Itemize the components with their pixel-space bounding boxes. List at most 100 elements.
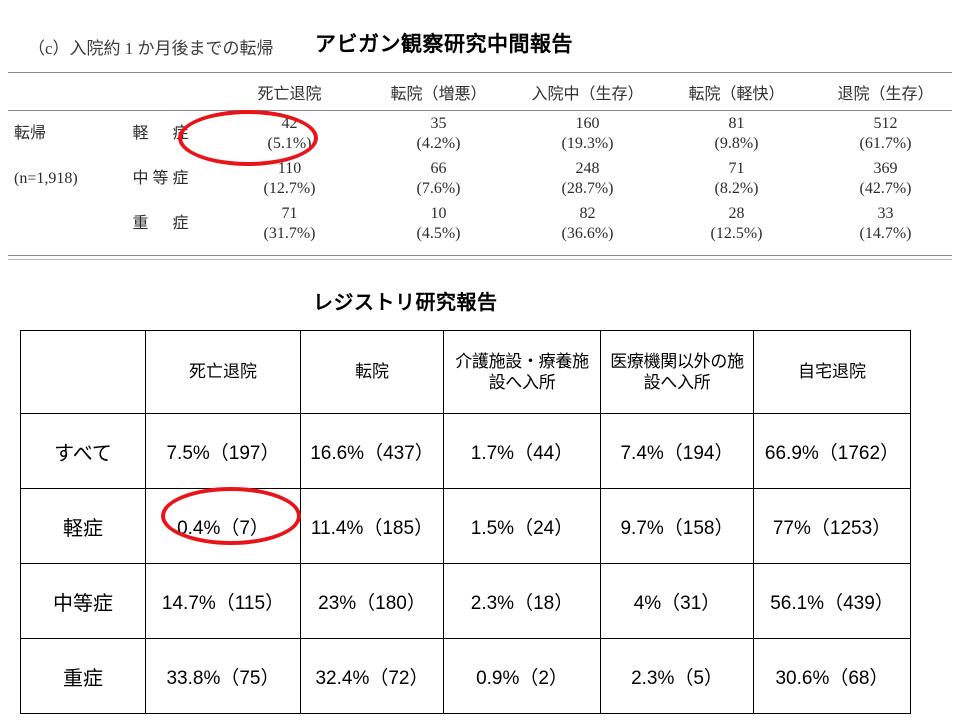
cell-percent: (61.7%): [859, 135, 912, 153]
cell-mild-transfer-worsened: 35 (4.2%): [364, 112, 513, 157]
cell-severe-transfer: 32.4%（72）: [300, 638, 444, 714]
cell-percent: (9.8%): [714, 135, 759, 153]
header-blank-1: [0, 76, 110, 112]
cell-moderate-nursing-facility: 2.3%（18）: [443, 563, 601, 639]
cell-percent: (28.7%): [561, 180, 614, 198]
cell-severe-hospitalized: 82 (36.6%): [513, 202, 662, 247]
outcomes-table-top-grid: 死亡退院 転院（増悪） 入院中（生存） 転院（軽快） 退院（生存） 転帰 軽 症…: [0, 76, 960, 247]
column-header-transfer: 転院: [300, 330, 444, 414]
cell-count: 66: [430, 159, 447, 177]
column-header-home-discharge: 自宅退院: [753, 330, 911, 414]
cell-moderate-non-medical-facility: 4%（31）: [600, 563, 754, 639]
table-rule-header: [8, 110, 952, 111]
cell-moderate-home-discharge: 56.1%（439）: [753, 563, 911, 639]
cell-moderate-death: 110 (12.7%): [215, 157, 364, 202]
cell-moderate-discharge-alive: 369 (42.7%): [811, 157, 960, 202]
cell-percent: (5.1%): [267, 135, 312, 153]
column-header-hospitalized-alive: 入院中（生存）: [531, 86, 644, 103]
cell-percent: (19.3%): [561, 135, 614, 153]
severity-label-severe: 重 症: [132, 215, 193, 233]
table-header-row: 死亡退院 転院 介護施設・療養施設へ入所 医療機関以外の施設へ入所 自宅退院: [20, 330, 911, 414]
cell-count: 248: [575, 159, 600, 177]
top-section-title: アビガン観察研究中間報告: [315, 33, 573, 56]
row-group-n: (n=1,918): [14, 170, 78, 188]
table-header-row: 死亡退院 転院（増悪） 入院中（生存） 転院（軽快） 退院（生存）: [0, 76, 960, 112]
cell-mild-nursing-facility: 1.5%（24）: [443, 488, 601, 564]
cell-mild-transfer-improved: 81 (9.8%): [662, 112, 811, 157]
cell-count: 33: [877, 204, 894, 222]
cell-severe-discharge-alive: 33 (14.7%): [811, 202, 960, 247]
column-header-discharge-alive: 退院（生存）: [837, 86, 934, 103]
column-header-transfer-improved: 転院（軽快）: [688, 86, 785, 103]
cell-all-nursing-facility: 1.7%（44）: [443, 413, 601, 489]
cell-percent: (12.7%): [263, 180, 316, 198]
cell-count: 369: [873, 159, 898, 177]
cell-moderate-death: 14.7%（115）: [145, 563, 301, 639]
top-table-caption: （c）入院約 1 か月後までの転帰: [28, 39, 274, 58]
table-row: (n=1,918) 中等症 110 (12.7%) 66 (7.6%) 248 …: [0, 157, 960, 202]
table-row: 重 症 71 (31.7%) 10 (4.5%) 82 (36.6%) 28: [0, 202, 960, 247]
cell-all-home-discharge: 66.9%（1762）: [753, 413, 911, 489]
cell-percent: (4.2%): [416, 135, 461, 153]
cell-severe-death: 33.8%（75）: [145, 638, 301, 714]
row-label-severe: 重症: [20, 638, 146, 714]
registry-outcomes-table: 死亡退院 転院 介護施設・療養施設へ入所 医療機関以外の施設へ入所 自宅退院 す…: [20, 330, 911, 714]
cell-severe-nursing-facility: 0.9%（2）: [443, 638, 601, 714]
cell-count: 82: [579, 204, 596, 222]
column-header-blank: [20, 330, 146, 414]
row-label-all: すべて: [20, 413, 146, 489]
column-header-transfer-worsened: 転院（増悪）: [390, 86, 487, 103]
row-label-mild: 軽症: [20, 488, 146, 564]
cell-severe-death: 71 (31.7%): [215, 202, 364, 247]
severity-label-moderate: 中等症: [132, 170, 193, 188]
cell-count: 71: [281, 204, 298, 222]
cell-count: 81: [728, 115, 745, 132]
cell-count: 10: [430, 204, 447, 222]
cell-count: 160: [575, 115, 600, 132]
cell-all-death: 7.5%（197）: [145, 413, 301, 489]
cell-severe-home-discharge: 30.6%（68）: [753, 638, 911, 714]
table-rule-bottom: [8, 255, 952, 256]
cell-all-non-medical-facility: 7.4%（194）: [600, 413, 754, 489]
cell-all-transfer: 16.6%（437）: [300, 413, 444, 489]
column-header-death-discharge: 死亡退院: [257, 86, 322, 103]
table-rule-bottom-secondary: [8, 259, 952, 260]
cell-mild-transfer: 11.4%（185）: [300, 488, 444, 564]
column-header-death-discharge: 死亡退院: [145, 330, 301, 414]
cell-count: 71: [728, 159, 745, 177]
cell-mild-death: 0.4%（7）: [145, 488, 301, 564]
cell-severe-non-medical-facility: 2.3%（5）: [600, 638, 754, 714]
cell-severe-transfer-worsened: 10 (4.5%): [364, 202, 513, 247]
cell-percent: (7.6%): [416, 180, 461, 198]
outcomes-table-top: 死亡退院 転院（増悪） 入院中（生存） 転院（軽快） 退院（生存） 転帰 軽 症…: [0, 76, 960, 247]
column-header-nursing-care-facility: 介護施設・療養施設へ入所: [443, 330, 601, 414]
cell-percent: (12.5%): [710, 225, 763, 243]
cell-mild-death: 42 (5.1%): [215, 112, 364, 157]
table-row: 軽症 0.4%（7） 11.4%（185） 1.5%（24） 9.7%（158）…: [20, 488, 911, 564]
row-group-label: 転帰: [14, 125, 47, 143]
cell-moderate-transfer-worsened: 66 (7.6%): [364, 157, 513, 202]
cell-percent: (42.7%): [859, 180, 912, 198]
cell-count: 28: [728, 204, 745, 222]
cell-count: 110: [277, 159, 302, 177]
cell-count: 35: [430, 115, 447, 132]
cell-percent: (31.7%): [263, 225, 316, 243]
cell-percent: (4.5%): [416, 225, 461, 243]
cell-mild-hospitalized: 160 (19.3%): [513, 112, 662, 157]
row-label-blank: [0, 202, 110, 247]
table-row: 重症 33.8%（75） 32.4%（72） 0.9%（2） 2.3%（5） 3…: [20, 638, 911, 714]
table-rule-top: [8, 72, 952, 73]
cell-moderate-transfer-improved: 71 (8.2%): [662, 157, 811, 202]
registry-study-table-wrap: 死亡退院 転院 介護施設・療養施設へ入所 医療機関以外の施設へ入所 自宅退院 す…: [20, 330, 911, 714]
bottom-section-title: レジストリ研究報告: [313, 292, 498, 314]
cell-percent: (14.7%): [859, 225, 912, 243]
table-row: 転帰 軽 症 42 (5.1%) 35 (4.2%) 160 (19.3%): [0, 112, 960, 157]
cell-mild-non-medical-facility: 9.7%（158）: [600, 488, 754, 564]
cell-percent: (36.6%): [561, 225, 614, 243]
cell-percent: (8.2%): [714, 180, 759, 198]
table-row: 中等症 14.7%（115） 23%（180） 2.3%（18） 4%（31） …: [20, 563, 911, 639]
cell-mild-discharge-alive: 512 (61.7%): [811, 112, 960, 157]
cell-count: 512: [873, 115, 898, 132]
header-blank-2: [110, 76, 215, 112]
table-row: すべて 7.5%（197） 16.6%（437） 1.7%（44） 7.4%（1…: [20, 413, 911, 489]
